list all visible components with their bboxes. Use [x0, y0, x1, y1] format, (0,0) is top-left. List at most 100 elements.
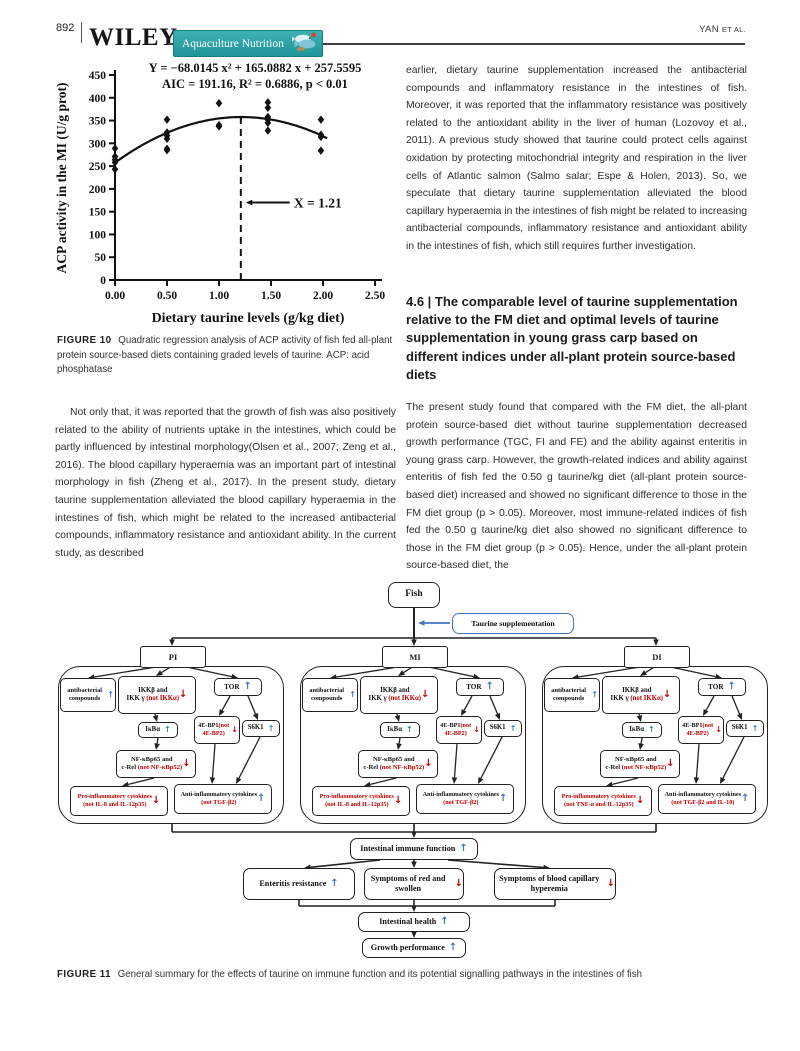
down-arrow-icon: ↓ [393, 795, 403, 806]
down-arrow-icon: ↓ [663, 689, 672, 700]
up-arrow-icon: ↑ [591, 690, 598, 699]
up-arrow-icon: ↑ [727, 681, 736, 692]
4ebp1-box: 4E-BP1(not 4E-BP2) ↓ [678, 716, 724, 744]
down-arrow-icon: ↓ [179, 689, 188, 700]
panel-MI: MI antibacterial compounds ↑ IKKβ and IK… [300, 646, 528, 824]
up-arrow-icon: ↑ [267, 723, 275, 733]
up-arrow-icon: ↑ [440, 916, 449, 927]
ikk-box: IKKβ and IKK γ (not IKKα) ↓ [602, 676, 680, 714]
svg-text:0: 0 [100, 275, 106, 287]
figure11-caption: FIGURE 11 General summary for the effect… [57, 969, 643, 980]
panel-PI: PI antibacterial compounds ↑ IKKβ and IK… [58, 646, 286, 824]
svg-text:0.00: 0.00 [105, 290, 125, 302]
s6k1-box: S6K1 ↑ [726, 720, 764, 737]
down-arrow-icon: ↓ [606, 878, 615, 889]
pro-inflammatory-box: Pro-inflammatory cytokines (not TNF-α an… [554, 786, 652, 816]
down-arrow-icon: ↓ [454, 878, 463, 889]
up-arrow-icon: ↑ [648, 725, 655, 734]
up-arrow-icon: ↑ [459, 843, 468, 854]
svg-text:450: 450 [89, 70, 107, 82]
capillary-hyperemia-box: Symptoms of blood capillary hyperemia ↓ [494, 868, 616, 900]
nfkb-box: NF-κBp65 and c-Rel (not NF-κBp52) ↓ [116, 750, 196, 778]
up-arrow-icon: ↑ [448, 942, 458, 953]
tor-box: TOR ↑ [456, 678, 504, 696]
growth-performance-box: Growth performance ↑ [362, 938, 466, 958]
red-swollen-box: Symptoms of red and swollen ↓ [364, 868, 464, 900]
down-arrow-icon: ↓ [666, 758, 675, 769]
figure10-chart: 0 50 100 150 200 250 300 350 400 450 0.00 0.50 1.00 1… [52, 58, 397, 346]
4ebp1-box: 4E-BP1(not 4E-BP2) ↓ [194, 716, 240, 744]
right-column-paragraph-1: earlier, dietary taurine supplementation… [406, 65, 747, 252]
tor-box: TOR ↑ [698, 678, 746, 696]
panel-DI: DI antibacterial compounds ↑ IKKβ and IK… [542, 646, 770, 824]
anti-inflammatory-box: Anti-inflammatory cytokines (not TGF-β2)… [174, 784, 272, 814]
up-arrow-icon: ↑ [330, 878, 339, 889]
antibacterial-compounds-box: antibacterial compounds ↑ [544, 678, 600, 712]
up-arrow-icon: ↑ [751, 723, 759, 733]
nfkb-box: NF-κBp65 and c-Rel (not NF-κBp52) ↓ [600, 750, 680, 778]
anti-inflammatory-box: Anti-inflammatory cytokines (not TGF-β2 … [658, 784, 756, 814]
svg-text:100: 100 [89, 229, 107, 241]
ikk-box: IKKβ and IKK γ (not IKKα) ↓ [360, 676, 438, 714]
publisher-logo: WILEY [89, 24, 178, 51]
header-divider [81, 22, 82, 43]
down-arrow-icon: ↓ [424, 758, 433, 769]
fish-logo-icon [291, 30, 318, 57]
ikba-box: IκBα ↑ [622, 722, 662, 738]
up-arrow-icon: ↑ [509, 723, 517, 733]
up-arrow-icon: ↑ [485, 681, 494, 692]
svg-text:150: 150 [89, 207, 107, 219]
svg-text:0.50: 0.50 [157, 290, 177, 302]
svg-text:400: 400 [89, 93, 107, 105]
pro-inflammatory-box: Pro-inflammatory cytokines (not IL-8 and… [312, 786, 410, 816]
up-arrow-icon: ↑ [164, 725, 171, 734]
ikk-box: IKKβ and IKK γ (not IKKα) ↓ [118, 676, 196, 714]
s6k1-box: S6K1 ↑ [242, 720, 280, 737]
svg-text:AIC = 191.16, R² = 0.6886, p <: AIC = 191.16, R² = 0.6886, p < 0.01 [162, 77, 348, 91]
antibacterial-compounds-box: antibacterial compounds ↑ [302, 678, 358, 712]
up-arrow-icon: ↑ [243, 681, 252, 692]
figure11-diagram: Fish Taurine supplementation PI antibact… [58, 580, 770, 962]
panel-title: MI [382, 646, 448, 668]
down-arrow-icon: ↓ [231, 725, 238, 734]
header-rule [168, 43, 745, 45]
nfkb-box: NF-κBp65 and c-Rel (not NF-κBp52) ↓ [358, 750, 438, 778]
diagram-connectors [88, 608, 745, 938]
fish-box: Fish [388, 582, 440, 608]
svg-text:1.50: 1.50 [261, 290, 281, 302]
up-arrow-icon: ↑ [257, 793, 266, 804]
ikba-box: IκBα ↑ [138, 722, 178, 738]
intestinal-immune-function-box: Intestinal immune function ↑ [350, 838, 478, 860]
down-arrow-icon: ↓ [635, 795, 645, 806]
svg-text:350: 350 [89, 116, 107, 128]
intestinal-health-box: Intestinal health ↑ [358, 912, 470, 932]
panel-title: DI [624, 646, 690, 668]
svg-text:Dietary taurine levels (g/kg d: Dietary taurine levels (g/kg diet) [152, 311, 345, 326]
down-arrow-icon: ↓ [715, 725, 722, 734]
tor-box: TOR ↑ [214, 678, 262, 696]
panel-title: PI [140, 646, 206, 668]
svg-text:1.00: 1.00 [209, 290, 229, 302]
down-arrow-icon: ↓ [421, 689, 430, 700]
svg-text:Y = −68.0145 x² + 165.0882 x +: Y = −68.0145 x² + 165.0882 x + 257.5595 [149, 61, 362, 75]
section-heading-4-6: 4.6 | The comparable level of taurine su… [406, 294, 738, 382]
ikba-box: IκBα ↑ [380, 722, 420, 738]
down-arrow-icon: ↓ [473, 725, 480, 734]
running-head: YAN ET AL. [699, 24, 746, 35]
up-arrow-icon: ↑ [741, 793, 750, 804]
left-column-paragraph: Not only that, it was reported that the … [55, 407, 396, 559]
figure10-caption: FIGURE 10 Quadratic regression analysis … [57, 335, 393, 376]
4ebp1-box: 4E-BP1(not 4E-BP2) ↓ [436, 716, 482, 744]
svg-text:ACP activity in the MI (U/g pr: ACP activity in the MI (U/g prot) [54, 83, 69, 274]
s6k1-box: S6K1 ↑ [484, 720, 522, 737]
down-arrow-icon: ↓ [182, 758, 191, 769]
up-arrow-icon: ↑ [107, 690, 114, 699]
up-arrow-icon: ↑ [406, 725, 413, 734]
pro-inflammatory-box: Pro-inflammatory cytokines (not IL-8 and… [70, 786, 168, 816]
journal-title: Aquaculture Nutrition [182, 37, 284, 50]
svg-text:250: 250 [89, 161, 107, 173]
page-number: 892 [56, 22, 75, 34]
anti-inflammatory-box: Anti-inflammatory cytokines (not TGF-β2)… [416, 784, 514, 814]
up-arrow-icon: ↑ [499, 793, 508, 804]
